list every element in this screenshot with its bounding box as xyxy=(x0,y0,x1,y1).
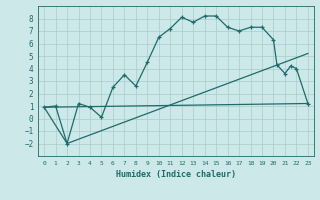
X-axis label: Humidex (Indice chaleur): Humidex (Indice chaleur) xyxy=(116,170,236,179)
